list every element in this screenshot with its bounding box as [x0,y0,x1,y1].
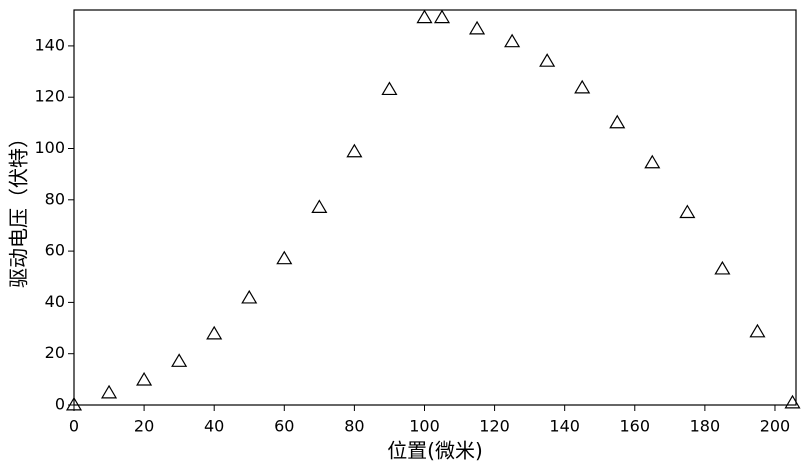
data-point [574,79,591,94]
data-point [433,9,451,24]
x-tick-label: 160 [620,417,651,436]
x-tick-label: 80 [344,417,364,436]
data-point [539,53,556,67]
data-point [346,143,363,158]
x-tick-label: 40 [204,417,224,436]
data-point [504,33,521,48]
y-tick-label: 80 [45,189,65,208]
x-tick-label: 20 [134,417,154,436]
x-tick-label: 180 [690,417,721,436]
y-tick-label: 0 [55,395,65,414]
y-tick-label: 100 [34,138,65,157]
data-point [469,20,486,35]
y-tick-label: 140 [34,35,65,54]
data-point [241,289,258,304]
x-tick-label: 200 [760,417,791,436]
data-point [276,250,293,265]
x-tick-label: 120 [479,417,510,436]
data-point [714,260,731,275]
x-tick-label: 140 [549,417,580,436]
data-point [609,114,626,129]
x-tick-label: 0 [69,417,79,436]
data-point [784,394,801,409]
data-point [100,384,118,399]
y-tick-label: 40 [45,292,65,311]
data-point [136,371,153,386]
x-axis-title: 位置(微米) [387,439,483,463]
data-point [416,9,433,24]
x-tick-label: 60 [274,417,294,436]
data-point [65,396,83,411]
y-tick-label: 60 [45,241,65,260]
data-point [749,323,766,338]
data-point [171,353,188,367]
y-tick-label: 20 [45,343,65,362]
plot-frame [73,9,797,406]
data-point [644,154,661,169]
y-tick-label: 120 [34,87,65,106]
y-axis-title: 驱动电压（伏特） [7,128,31,288]
data-point [679,204,696,219]
data-point [206,325,223,340]
x-tick-label: 100 [409,417,440,436]
data-point [381,81,398,96]
data-point [311,199,328,213]
